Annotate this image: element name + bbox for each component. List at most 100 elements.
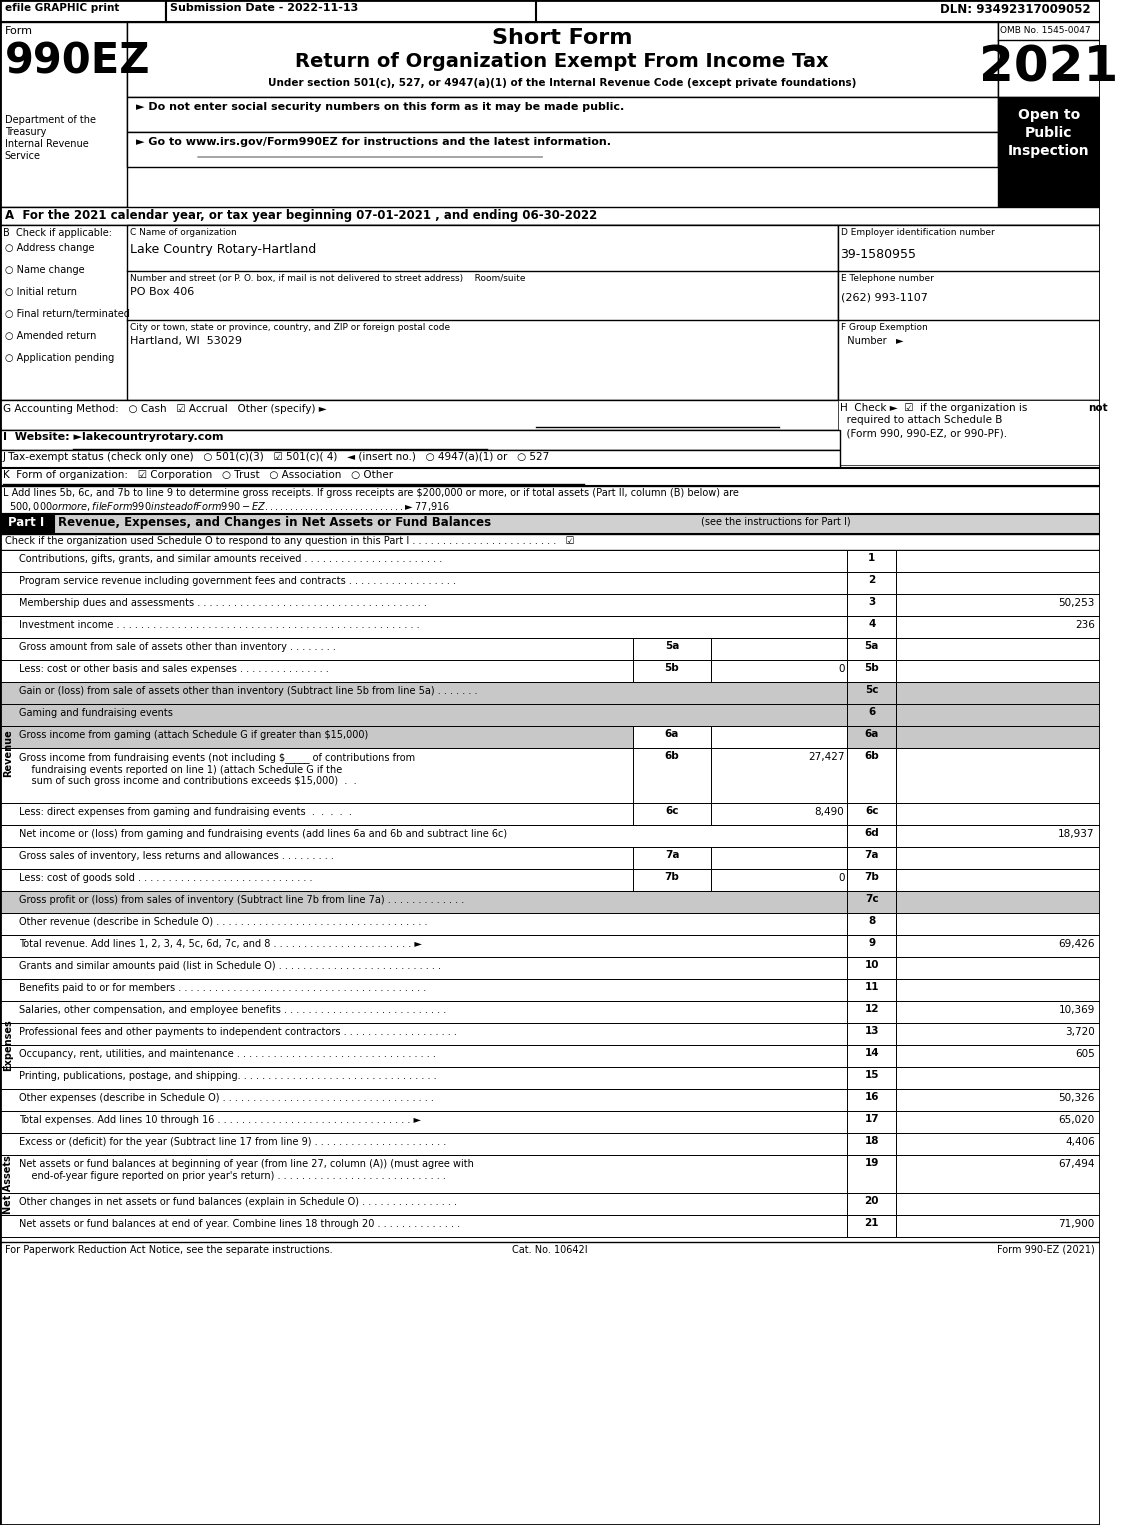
Text: Form: Form [5, 26, 33, 37]
Text: C Name of organization: C Name of organization [130, 229, 236, 236]
Text: 2021: 2021 [979, 43, 1119, 92]
Text: 6c: 6c [665, 807, 679, 816]
Bar [0, 207, 1100, 226]
Text: ○ Address change: ○ Address change [5, 242, 95, 253]
Text: 50,253: 50,253 [1058, 598, 1095, 608]
Bar [0, 226, 1100, 400]
Bar [998, 98, 1100, 207]
Bar [848, 637, 896, 660]
Bar [633, 747, 711, 804]
Bar [848, 804, 896, 825]
Bar [848, 1112, 896, 1133]
Bar [0, 1068, 1100, 1089]
Bar [896, 595, 1100, 616]
Bar [126, 98, 998, 133]
Bar [896, 660, 1100, 682]
Text: 6b: 6b [665, 750, 680, 761]
Text: 17: 17 [865, 1113, 879, 1124]
Bar [896, 1068, 1100, 1089]
Bar [896, 726, 1100, 747]
Bar [0, 400, 1100, 430]
Text: 7b: 7b [665, 872, 680, 881]
Bar [0, 1154, 1100, 1193]
Bar [896, 682, 1100, 705]
Bar [848, 747, 896, 804]
Bar [0, 846, 1100, 869]
Bar [126, 133, 998, 168]
Bar [0, 0, 1100, 21]
Text: Gross income from gaming (attach Schedule G if greater than $15,000): Gross income from gaming (attach Schedul… [19, 730, 369, 740]
Text: Less: direct expenses from gaming and fundraising events  .  .  .  .  .: Less: direct expenses from gaming and fu… [19, 807, 352, 817]
Bar [896, 935, 1100, 958]
Text: D Employer identification number: D Employer identification number [840, 229, 995, 236]
Text: 3,720: 3,720 [1065, 1026, 1095, 1037]
Text: K  Form of organization:   ☑ Corporation   ○ Trust   ○ Association   ○ Other: K Form of organization: ☑ Corporation ○ … [3, 470, 393, 480]
Text: Other changes in net assets or fund balances (explain in Schedule O) . . . . . .: Other changes in net assets or fund bala… [19, 1197, 457, 1206]
Text: Professional fees and other payments to independent contractors . . . . . . . . : Professional fees and other payments to … [19, 1026, 457, 1037]
Bar [126, 226, 838, 400]
Text: 236: 236 [1075, 621, 1095, 630]
Bar [0, 637, 1100, 660]
Text: 4: 4 [868, 619, 875, 628]
Bar [0, 869, 1100, 891]
Text: Return of Organization Exempt From Income Tax: Return of Organization Exempt From Incom… [295, 52, 829, 72]
Bar [896, 1045, 1100, 1067]
Bar [896, 891, 1100, 913]
Text: Occupancy, rent, utilities, and maintenance . . . . . . . . . . . . . . . . . . : Occupancy, rent, utilities, and maintena… [19, 1049, 436, 1058]
Bar [0, 430, 840, 450]
Bar [896, 1154, 1100, 1193]
Bar [0, 1000, 1100, 1023]
Bar [848, 1215, 896, 1237]
Bar [896, 804, 1100, 825]
Text: A  For the 2021 calendar year, or tax year beginning 07-01-2021 , and ending 06-: A For the 2021 calendar year, or tax yea… [5, 209, 597, 223]
Bar [896, 637, 1100, 660]
Bar [0, 1045, 1100, 1067]
Bar [896, 869, 1100, 891]
Text: Gross income from fundraising events (not including $_____ of contributions from: Gross income from fundraising events (no… [19, 752, 415, 785]
Text: Net income or (loss) from gaming and fundraising events (add lines 6a and 6b and: Net income or (loss) from gaming and fun… [19, 830, 508, 839]
Bar [848, 595, 896, 616]
Text: Gain or (loss) from sale of assets other than inventory (Subtract line 5b from l: Gain or (loss) from sale of assets other… [19, 686, 478, 695]
Text: Other expenses (describe in Schedule O) . . . . . . . . . . . . . . . . . . . . : Other expenses (describe in Schedule O) … [19, 1093, 435, 1103]
Bar [711, 747, 848, 804]
Bar [0, 913, 1100, 935]
Bar [0, 572, 1100, 595]
Text: 6a: 6a [865, 729, 878, 740]
Text: 16: 16 [865, 1092, 879, 1103]
Text: For Paperwork Reduction Act Notice, see the separate instructions.: For Paperwork Reduction Act Notice, see … [5, 1244, 333, 1255]
Text: J Tax-exempt status (check only one)   ○ 501(c)(3)   ☑ 501(c)( 4)   ◄ (insert no: J Tax-exempt status (check only one) ○ 5… [3, 451, 550, 462]
Bar [0, 468, 1100, 486]
Text: Investment income . . . . . . . . . . . . . . . . . . . . . . . . . . . . . . . : Investment income . . . . . . . . . . . … [19, 621, 420, 630]
Text: 0: 0 [838, 872, 844, 883]
Text: ○ Final return/terminated: ○ Final return/terminated [5, 310, 130, 319]
Text: Excess or (deficit) for the year (Subtract line 17 from line 9) . . . . . . . . : Excess or (deficit) for the year (Subtra… [19, 1138, 447, 1147]
Bar [838, 226, 1100, 400]
Bar [0, 1193, 1100, 1215]
Bar [0, 825, 1100, 846]
Text: 5a: 5a [665, 640, 680, 651]
Text: required to attach Schedule B: required to attach Schedule B [840, 415, 1001, 425]
Bar [848, 660, 896, 682]
Text: E Telephone number: E Telephone number [840, 274, 934, 284]
Bar [0, 705, 1100, 726]
Bar [711, 804, 848, 825]
Bar [0, 21, 126, 207]
Bar [848, 1133, 896, 1154]
Bar [848, 825, 896, 846]
Text: Revenue: Revenue [2, 729, 12, 778]
Bar [0, 804, 1100, 825]
Text: Submission Date - 2022-11-13: Submission Date - 2022-11-13 [170, 3, 359, 14]
Text: Membership dues and assessments . . . . . . . . . . . . . . . . . . . . . . . . : Membership dues and assessments . . . . … [19, 598, 428, 608]
Bar [896, 572, 1100, 595]
Text: Salaries, other compensation, and employee benefits . . . . . . . . . . . . . . : Salaries, other compensation, and employ… [19, 1005, 447, 1016]
Bar [848, 572, 896, 595]
Text: efile GRAPHIC print: efile GRAPHIC print [5, 3, 120, 14]
Text: Check if the organization used Schedule O to respond to any question in this Par: Check if the organization used Schedule … [5, 535, 575, 546]
Bar [848, 1045, 896, 1067]
Bar [896, 1023, 1100, 1045]
Text: 11: 11 [865, 982, 879, 991]
Text: Revenue, Expenses, and Changes in Net Assets or Fund Balances: Revenue, Expenses, and Changes in Net As… [59, 515, 491, 529]
Text: 8: 8 [868, 917, 875, 926]
Text: 20: 20 [865, 1196, 879, 1206]
Bar [848, 1000, 896, 1023]
